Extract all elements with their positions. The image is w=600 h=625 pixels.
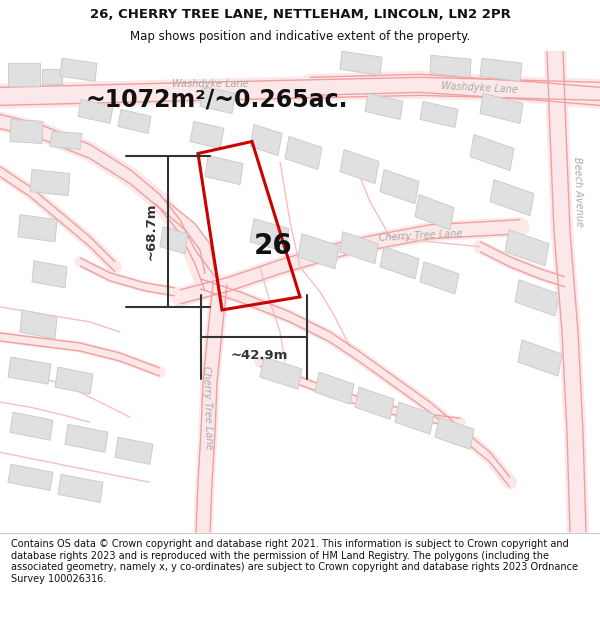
Polygon shape (490, 179, 534, 216)
Polygon shape (250, 124, 282, 156)
Polygon shape (260, 357, 302, 389)
Text: ~42.9m: ~42.9m (230, 349, 287, 361)
Polygon shape (415, 194, 454, 230)
Text: Beech Avenue: Beech Avenue (572, 156, 584, 227)
Polygon shape (340, 149, 379, 184)
Polygon shape (505, 230, 549, 266)
Polygon shape (435, 418, 474, 449)
Polygon shape (515, 280, 559, 316)
Polygon shape (355, 387, 394, 419)
Polygon shape (340, 232, 378, 264)
Polygon shape (50, 131, 82, 149)
Polygon shape (395, 402, 434, 434)
Text: Cherry Tree Lane: Cherry Tree Lane (378, 229, 462, 243)
Polygon shape (42, 69, 62, 84)
Polygon shape (78, 99, 113, 123)
Polygon shape (205, 156, 243, 184)
Polygon shape (200, 86, 235, 113)
Polygon shape (10, 412, 53, 440)
Polygon shape (430, 55, 471, 78)
Polygon shape (480, 58, 522, 81)
Text: Washdyke Lane: Washdyke Lane (172, 79, 248, 89)
Polygon shape (10, 119, 43, 144)
Polygon shape (365, 93, 403, 119)
Polygon shape (315, 372, 354, 404)
Text: Map shows position and indicative extent of the property.: Map shows position and indicative extent… (130, 31, 470, 43)
Polygon shape (60, 58, 97, 81)
Polygon shape (8, 357, 51, 384)
Polygon shape (160, 227, 188, 254)
Polygon shape (8, 63, 40, 86)
Polygon shape (118, 109, 151, 134)
Polygon shape (518, 340, 562, 376)
Polygon shape (20, 310, 57, 339)
Polygon shape (420, 101, 458, 127)
Polygon shape (480, 93, 523, 123)
Polygon shape (32, 261, 67, 288)
Polygon shape (55, 367, 93, 394)
Polygon shape (250, 219, 289, 252)
Polygon shape (8, 464, 53, 491)
Text: 26: 26 (254, 231, 292, 259)
Text: Washdyke Lane: Washdyke Lane (442, 81, 518, 96)
Polygon shape (190, 121, 224, 149)
Text: Contains OS data © Crown copyright and database right 2021. This information is : Contains OS data © Crown copyright and d… (11, 539, 578, 584)
Polygon shape (470, 134, 514, 171)
Polygon shape (115, 438, 153, 464)
Text: ~68.7m: ~68.7m (145, 203, 158, 261)
Polygon shape (58, 474, 103, 502)
Text: Cherry Tree Lane: Cherry Tree Lane (200, 365, 214, 449)
Text: ~1072m²/~0.265ac.: ~1072m²/~0.265ac. (85, 88, 347, 111)
Polygon shape (380, 169, 419, 204)
Polygon shape (18, 214, 57, 242)
Polygon shape (30, 169, 70, 196)
Text: 26, CHERRY TREE LANE, NETTLEHAM, LINCOLN, LN2 2PR: 26, CHERRY TREE LANE, NETTLEHAM, LINCOLN… (89, 8, 511, 21)
Polygon shape (285, 136, 322, 169)
Polygon shape (420, 262, 459, 294)
Polygon shape (65, 424, 108, 452)
Polygon shape (340, 51, 382, 75)
Polygon shape (380, 247, 419, 279)
Polygon shape (298, 234, 339, 269)
